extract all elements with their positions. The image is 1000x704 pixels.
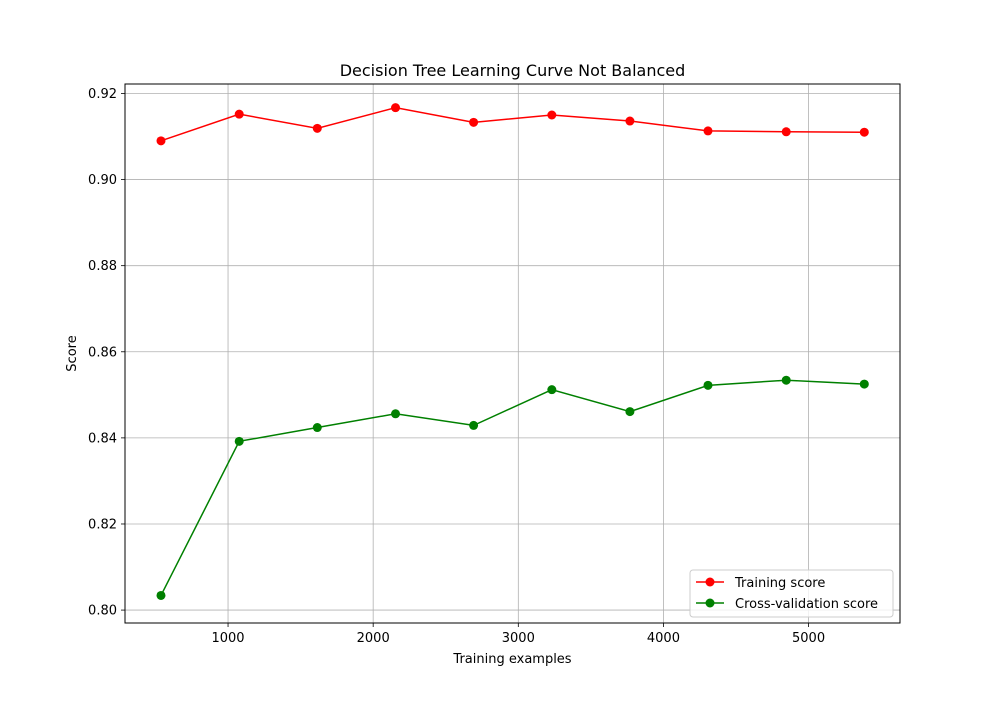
legend-label-cross-validation: Cross-validation score	[735, 597, 878, 612]
y-tick-label: 0.92	[88, 87, 117, 102]
data-point-training-score	[781, 127, 791, 137]
y-axis: 0.80 0.82 0.84 0.86 0.88 0.90 0.92	[88, 87, 125, 619]
data-point-training-score	[625, 116, 635, 126]
data-point-cross-validation-score	[547, 385, 557, 395]
x-tick-label: 1000	[211, 631, 244, 646]
x-axis-label: Training examples	[452, 652, 571, 667]
legend-frame	[689, 569, 894, 618]
data-point-training-score	[312, 123, 322, 133]
series-training-score	[156, 103, 869, 146]
legend-marker-cross-validation	[705, 598, 715, 608]
data-point-cross-validation-score	[703, 380, 713, 390]
series-line-training-score	[160, 106, 865, 142]
series-layer	[156, 103, 869, 600]
data-point-training-score	[156, 136, 166, 146]
data-point-training-score	[547, 110, 557, 120]
y-tick-label: 0.90	[88, 173, 117, 188]
series-cross-validation-score	[156, 375, 869, 600]
data-point-training-score	[859, 127, 869, 137]
data-point-cross-validation-score	[312, 423, 322, 433]
y-tick-label: 0.88	[88, 259, 117, 274]
legend-label-training: Training score	[734, 576, 825, 591]
y-tick-label: 0.80	[88, 604, 117, 619]
data-point-cross-validation-score	[156, 590, 166, 600]
data-point-training-score	[469, 117, 479, 127]
data-point-cross-validation-score	[859, 379, 869, 389]
data-point-cross-validation-score	[234, 436, 244, 446]
data-point-training-score	[391, 103, 401, 113]
x-axis: 1000 2000 3000 4000 5000	[211, 623, 825, 646]
x-tick-label: 4000	[647, 631, 680, 646]
plot-frame	[124, 83, 901, 624]
data-point-cross-validation-score	[469, 420, 479, 430]
y-tick-label: 0.84	[88, 431, 117, 446]
data-point-training-score	[703, 126, 713, 136]
x-tick-label: 5000	[792, 631, 825, 646]
legend: Training score Cross-validation score	[689, 569, 894, 618]
x-tick-label: 3000	[502, 631, 535, 646]
data-point-cross-validation-score	[781, 375, 791, 385]
legend-marker-training	[705, 577, 715, 587]
y-tick-label: 0.82	[88, 517, 117, 532]
y-tick-label: 0.86	[88, 345, 117, 360]
chart-title: Decision Tree Learning Curve Not Balance…	[340, 61, 686, 80]
y-axis-label: Score	[65, 335, 80, 371]
data-point-cross-validation-score	[625, 407, 635, 417]
series-line-cross-validation-score	[160, 379, 865, 596]
data-point-cross-validation-score	[391, 409, 401, 419]
data-point-training-score	[234, 109, 244, 119]
grid-layer	[125, 84, 900, 623]
x-tick-label: 2000	[357, 631, 390, 646]
